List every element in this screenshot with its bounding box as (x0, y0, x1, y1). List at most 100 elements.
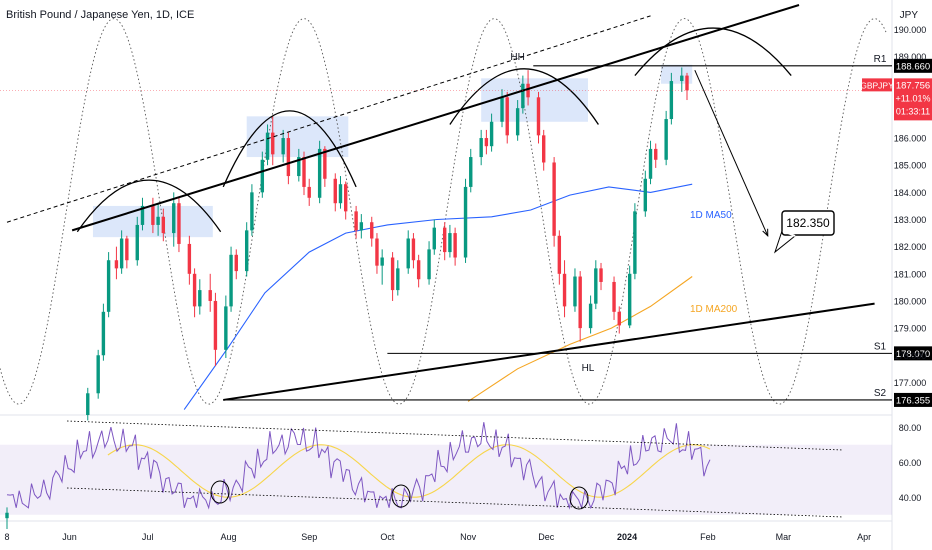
candle-body (208, 290, 212, 301)
candle (317, 140, 322, 204)
candle-body (612, 281, 616, 312)
candle-body (135, 224, 139, 261)
candle-body (416, 260, 421, 280)
candle (680, 67, 684, 92)
candle-body (187, 243, 192, 274)
candle-body (106, 260, 111, 312)
candle (411, 233, 416, 269)
candle (260, 151, 265, 198)
time-tick-label: Aug (220, 532, 236, 542)
rsi-tick-label: 40.00 (899, 493, 922, 503)
candle-body (96, 355, 100, 394)
candle (685, 72, 689, 101)
candle (469, 148, 473, 193)
time-tick-label: Nov (460, 532, 477, 542)
price-tick-label: 189.000 (894, 52, 927, 62)
price-tick-label: 184.000 (894, 188, 927, 198)
candle (633, 203, 637, 280)
level-label-r1: R1 (874, 54, 887, 65)
candle-body (448, 233, 452, 253)
candle-body (505, 97, 509, 136)
highlight-zone (660, 64, 693, 84)
candle-body (390, 257, 395, 291)
candle (187, 235, 192, 285)
currency-label: JPY (899, 10, 918, 21)
candle (484, 129, 489, 155)
candle-body (578, 276, 582, 329)
candle (588, 295, 593, 334)
candle-body (489, 121, 494, 147)
arc-curve (634, 27, 792, 77)
candle (125, 235, 129, 269)
candle-body (302, 157, 306, 187)
candle-body (633, 211, 637, 274)
target-callout-box (781, 210, 835, 236)
price-tick-label: 182.000 (894, 242, 927, 252)
hh-label: HH (510, 52, 524, 63)
candle-body (234, 254, 238, 272)
channel-upper-line (71, 4, 800, 232)
candle-body (627, 273, 632, 326)
candle-body (229, 254, 233, 307)
target-callout-joint (782, 230, 796, 237)
target-callout: 182.350 (773, 210, 835, 254)
candle-body (281, 138, 285, 155)
level-price-tag-text: 176.355 (896, 395, 930, 406)
candle (643, 170, 648, 217)
candle (229, 246, 233, 312)
candle-body (156, 216, 160, 225)
candle-body (432, 227, 436, 250)
candle-body (680, 75, 684, 82)
time-tick-label: 2024 (617, 532, 637, 542)
candle (390, 252, 395, 301)
rsi-band (0, 444, 892, 515)
candle-body (101, 311, 106, 356)
candle (479, 129, 483, 166)
candle-body (265, 132, 270, 160)
candle-body (463, 186, 468, 258)
candle-body (599, 268, 603, 282)
candle (244, 222, 249, 277)
candle (578, 271, 582, 342)
candle-body (442, 227, 447, 253)
time-tick-label: Sep (301, 532, 317, 542)
time-tick-label: Jun (62, 532, 77, 542)
candle (669, 72, 674, 125)
candle (664, 110, 668, 166)
level-price-tag-bg (894, 58, 932, 73)
candle-body (515, 108, 520, 136)
arc-curve (222, 110, 357, 188)
time-tick-label: Oct (380, 532, 395, 542)
candle-body (114, 260, 119, 269)
candle (573, 268, 577, 312)
candle-body (125, 238, 129, 261)
candle (416, 254, 421, 288)
price-tick-label: 190.000 (894, 25, 927, 35)
candle-body (307, 186, 311, 198)
last-price-value: 187.756 (896, 80, 930, 91)
candle-body (380, 257, 384, 266)
candle (359, 214, 364, 239)
candle-body (654, 148, 658, 160)
candle (338, 176, 343, 209)
candle-body (192, 273, 197, 307)
candle (135, 216, 139, 266)
last-price-tag: GBPJPY 187.756 +11.01% 01:33:11 (860, 78, 932, 121)
candle-body (406, 238, 410, 269)
candle (297, 148, 301, 182)
price-tick-label: 185.000 (894, 161, 927, 171)
candle-body (375, 238, 379, 266)
price-tick-label: 181.000 (894, 269, 927, 279)
candle (151, 197, 155, 234)
candle (612, 276, 616, 320)
candle (500, 89, 504, 128)
candle-body (359, 222, 364, 231)
candle-body (542, 135, 546, 163)
level-price-tag-bg (894, 392, 932, 407)
candle (234, 249, 238, 280)
candle-body (317, 148, 322, 198)
candle (427, 241, 431, 285)
candle-body (594, 268, 598, 304)
rsi-tick-label: 60.00 (899, 458, 922, 468)
